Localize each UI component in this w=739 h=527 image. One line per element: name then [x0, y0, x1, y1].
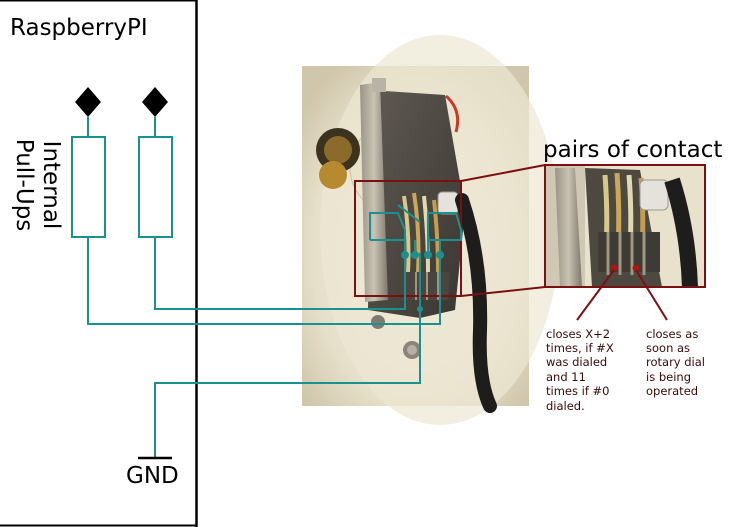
zoom-title: pairs of contact	[543, 137, 722, 163]
pullup-resistor-2	[138, 87, 173, 238]
raspberry-pi-board	[0, 0, 198, 527]
annotation-pointer-left	[576, 269, 615, 321]
pullups-label-line1: Internal	[38, 141, 64, 230]
zoom-connector-top	[460, 164, 546, 182]
wire-ground	[154, 253, 421, 458]
wire-junctions	[401, 251, 444, 312]
board-title: RaspberryPI	[10, 15, 148, 41]
resistor-body	[71, 136, 106, 238]
annotation-right: closes as soon as rotary dial is being o…	[646, 327, 709, 398]
wire-pullup-1	[87, 237, 441, 325]
wire-pullup-2	[154, 237, 406, 310]
annotation-left: closes X+2 times, if #X was dialed and 1…	[546, 327, 617, 413]
gnd-label: GND	[126, 463, 179, 489]
rotary-dial-photo	[302, 35, 560, 425]
zoom-frame	[544, 164, 706, 288]
contact-outline-right	[427, 212, 462, 241]
wiring	[87, 204, 462, 458]
power-diamond-icon	[75, 87, 101, 117]
contact-point-marker	[632, 264, 640, 272]
contact-outline-left	[369, 212, 406, 241]
power-diamond-icon	[142, 87, 168, 117]
zoom-connector-bottom	[460, 286, 546, 297]
pullups-label-line2: Pull-Ups	[11, 139, 37, 232]
contact-point-marker	[610, 264, 618, 272]
pullup-resistor-1	[71, 87, 106, 238]
annotation-pointer-right	[635, 269, 668, 321]
resistor-body	[138, 136, 173, 238]
contact-zoom-inset	[545, 165, 705, 288]
